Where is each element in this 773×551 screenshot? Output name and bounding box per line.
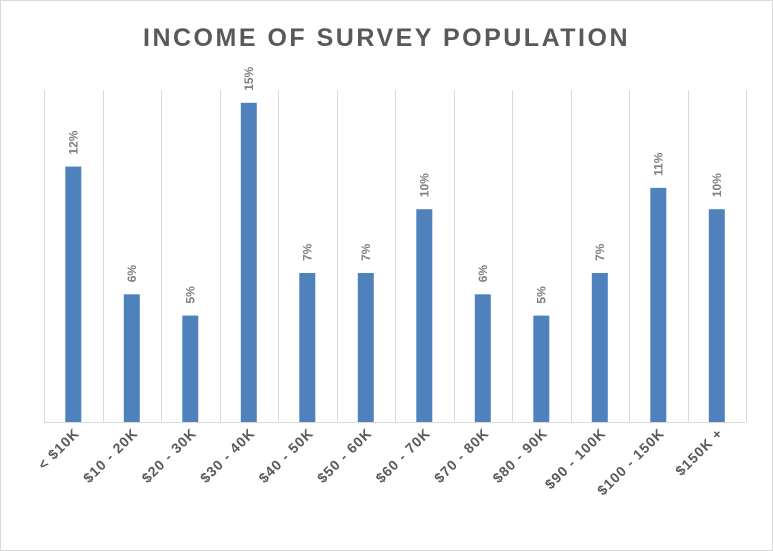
x-tick-label: $70 - 80K xyxy=(431,425,492,486)
data-label: 7% xyxy=(593,243,607,261)
data-label: 7% xyxy=(300,243,314,261)
data-labels: 12% 6% 5% 15% 7% 7% 10% 6% 5% 7% 11% 10% xyxy=(66,66,724,304)
bar xyxy=(708,209,725,422)
data-label: 15% xyxy=(242,66,256,90)
x-tick-labels: < $10K$10 - 20K$20 - 30K$30 - 40K$40 - 5… xyxy=(35,425,726,499)
gridlines xyxy=(44,90,747,422)
data-label: 6% xyxy=(125,265,139,283)
bar xyxy=(474,294,491,422)
x-tick-label: $30 - 40K xyxy=(197,425,258,486)
x-tick-label: $40 - 50K xyxy=(255,425,316,486)
bar xyxy=(416,209,433,422)
bar xyxy=(65,166,82,422)
x-tick-label: $150K + xyxy=(672,425,726,479)
data-label: 5% xyxy=(183,286,197,304)
bar xyxy=(299,273,316,422)
bar xyxy=(123,294,140,422)
x-tick-label: < $10K xyxy=(35,425,83,473)
x-tick-label: $80 - 90K xyxy=(489,425,550,486)
bar xyxy=(650,187,667,422)
bar xyxy=(591,273,608,422)
x-tick-label: $10 - 20K xyxy=(80,425,141,486)
data-label: 10% xyxy=(710,173,724,197)
bars xyxy=(65,102,725,423)
x-tick-label: $50 - 60K xyxy=(314,425,375,486)
bar xyxy=(240,102,257,423)
data-label: 7% xyxy=(359,243,373,261)
data-label: 6% xyxy=(476,265,490,283)
x-tick-label: $20 - 30K xyxy=(138,425,199,486)
bar xyxy=(533,315,550,422)
chart-title: INCOME OF SURVEY POPULATION xyxy=(143,24,630,52)
data-label: 10% xyxy=(417,173,431,197)
bar xyxy=(357,273,374,422)
bar xyxy=(182,315,199,422)
x-tick-label: $60 - 70K xyxy=(372,425,433,486)
data-label: 5% xyxy=(534,286,548,304)
data-label: 12% xyxy=(66,130,80,154)
data-label: 11% xyxy=(651,152,665,176)
